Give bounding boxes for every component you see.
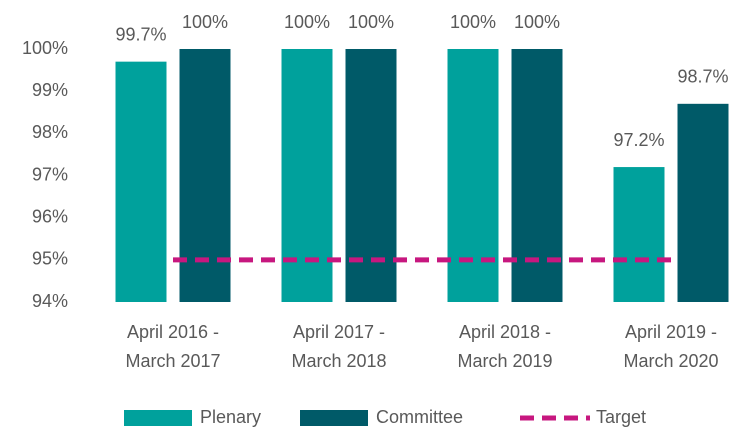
x-tick-label: April 2018 - [459,322,551,342]
data-label: 100% [348,12,394,32]
x-tick-label: March 2017 [125,351,220,371]
y-tick-label: 100% [22,38,68,58]
legend-label: Committee [376,407,463,427]
x-tick-label: March 2019 [457,351,552,371]
legend-label: Plenary [200,407,261,427]
data-label: 100% [450,12,496,32]
data-label: 100% [514,12,560,32]
bar [677,103,729,302]
data-label: 100% [284,12,330,32]
data-label: 100% [182,12,228,32]
bar [345,49,397,302]
bar [179,49,231,302]
y-tick-label: 99% [32,80,68,100]
x-tick-label: April 2017 - [293,322,385,342]
x-tick-label: April 2019 - [625,322,717,342]
data-label: 99.7% [115,24,166,44]
legend-swatch [124,410,192,426]
bar [447,49,499,302]
y-tick-label: 96% [32,206,68,226]
y-tick-label: 97% [32,164,68,184]
x-tick-label: March 2020 [623,351,718,371]
x-tick-label: April 2016 - [127,322,219,342]
bar [511,49,563,302]
y-tick-label: 95% [32,249,68,269]
data-label: 98.7% [677,67,728,87]
bar [613,167,665,302]
bar [281,49,333,302]
y-tick-label: 98% [32,122,68,142]
legend-label: Target [596,407,646,427]
data-label: 97.2% [613,130,664,150]
y-tick-label: 94% [32,291,68,311]
legend-swatch [300,410,368,426]
x-tick-label: March 2018 [291,351,386,371]
bar [115,61,167,303]
